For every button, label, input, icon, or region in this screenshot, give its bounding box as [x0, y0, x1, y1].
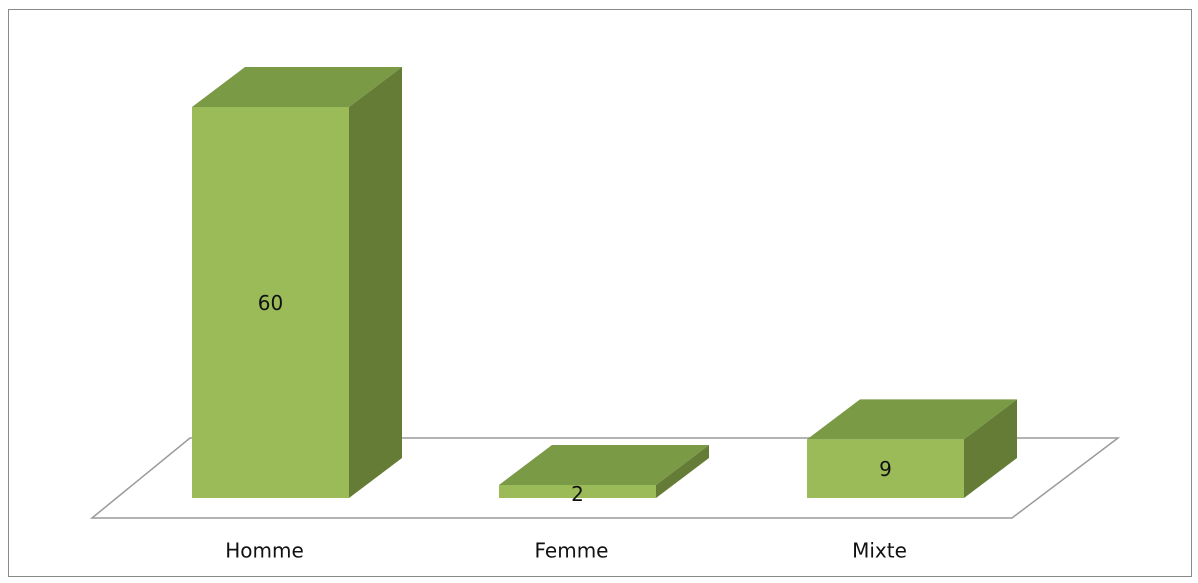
bar-side-femme: [656, 444, 709, 498]
bar-side-mixte: [964, 399, 1017, 498]
bar-femme: [499, 484, 656, 498]
bar-homme: [192, 107, 349, 498]
data-label-mixte: 9: [879, 457, 892, 481]
data-label-homme: 60: [258, 291, 283, 315]
data-label-femme: 2: [571, 482, 584, 506]
category-labels-layer: Homme Femme Mixte: [225, 539, 907, 563]
bar-mixte: [807, 439, 964, 498]
data-labels-layer: 60 2 9: [258, 291, 892, 506]
bar-top-femme: [499, 444, 709, 485]
category-label-mixte: Mixte: [852, 539, 907, 563]
bar-side-homme: [349, 67, 402, 498]
category-label-femme: Femme: [535, 539, 609, 563]
bars-layer: [192, 67, 1017, 498]
category-label-homme: Homme: [225, 539, 304, 563]
bar-top-homme: [192, 67, 402, 107]
bar-top-mixte: [807, 399, 1017, 440]
